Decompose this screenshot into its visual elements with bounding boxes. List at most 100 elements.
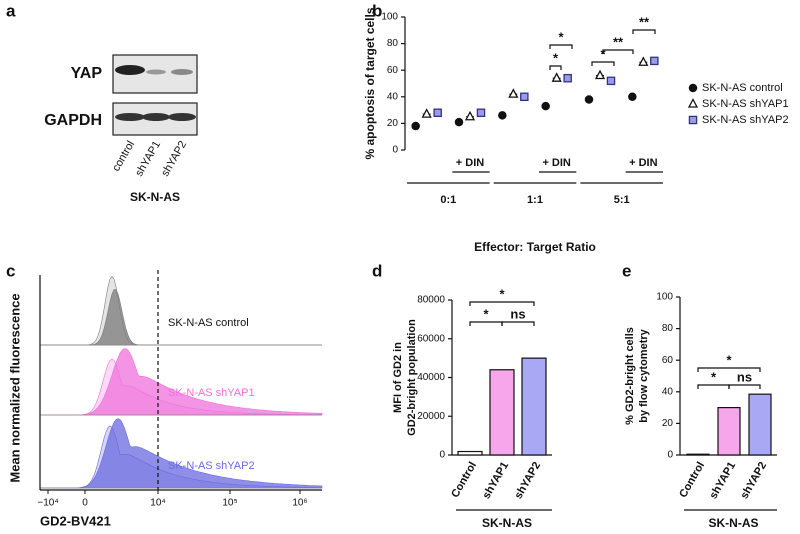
cell-line-label: SK-N-AS <box>130 190 180 204</box>
dot <box>454 117 464 127</box>
y-tick-label: 60 <box>662 355 674 366</box>
x-tick-label: + DIN <box>542 157 570 169</box>
y-tick-label: 80 <box>662 323 674 334</box>
dot <box>541 101 550 111</box>
dot <box>508 88 519 98</box>
legend-label: SK-N-AS shYAP2 <box>702 114 789 126</box>
significance-bracket <box>549 44 573 49</box>
group-label: 5:1 <box>614 194 630 206</box>
blot-row-label: YAP <box>71 65 103 82</box>
significance-label: ** <box>613 34 624 49</box>
y-tick-label: 20000 <box>417 411 445 422</box>
x-axis-label: Effector: Target Ratio <box>474 240 596 254</box>
x-tick-label: shYAP1 <box>707 460 738 501</box>
panel-letter: b <box>372 1 382 20</box>
x-tick-label: Control <box>449 460 479 500</box>
lane-label: shYAP2 <box>159 139 189 179</box>
density-curve <box>40 348 323 416</box>
x-tick-label: + DIN <box>629 157 657 169</box>
density-curve <box>40 275 322 346</box>
y-axis-label: Mean normalized fluorescence <box>7 293 22 482</box>
y-tick-label: 60000 <box>417 333 445 344</box>
dot <box>584 95 594 104</box>
dot <box>628 92 637 102</box>
dot <box>433 108 442 118</box>
significance-bracket <box>469 321 503 326</box>
lane-label: control <box>110 139 137 174</box>
blot: YAP GAPDH control shYAP1 shYAP2 SK-N-AS <box>44 54 198 204</box>
x-tick-label: shYAP2 <box>512 460 543 501</box>
significance-label: * <box>558 29 564 44</box>
y-tick-label: 40 <box>387 91 399 102</box>
dot <box>650 56 659 66</box>
y-tick-label: 20 <box>662 418 674 429</box>
band <box>115 65 145 75</box>
dot <box>464 110 476 121</box>
y-tick-label: 100 <box>656 292 673 303</box>
sample-label: SK-N-AS control <box>168 317 249 329</box>
y-tick-label: 60 <box>387 65 399 76</box>
x-axis-label: GD2-BV421 <box>40 513 111 528</box>
group-label: 0:1 <box>440 194 456 206</box>
dot <box>520 92 529 102</box>
y-tick-label: 20 <box>387 118 399 129</box>
x-axis-label: SK-N-AS <box>709 516 759 530</box>
dot <box>688 83 698 93</box>
group-label: 1:1 <box>527 194 543 206</box>
legend-label: SK-N-AS control <box>702 82 783 94</box>
panel-letter: a <box>6 1 16 20</box>
dot <box>563 73 572 83</box>
y-tick-label: 0 <box>439 450 445 461</box>
significance-bracket <box>501 321 535 326</box>
y-axis-label: MFI of GD2 in <box>392 342 404 413</box>
significance-label: * <box>711 369 717 384</box>
blot-row-label: GAPDH <box>44 112 102 129</box>
flow-histogram: Mean normalized fluorescence GD2-BV421 S… <box>7 270 323 528</box>
y-tick-label: 0 <box>667 450 673 461</box>
band <box>146 69 166 75</box>
x-tick-label: 10⁴ <box>150 498 165 509</box>
dot <box>476 108 486 118</box>
y-axis-label: % apoptosis of target cells <box>363 7 377 159</box>
significance-bracket <box>632 29 656 34</box>
density-curve <box>40 418 323 489</box>
dot <box>421 108 432 118</box>
significance-bracket <box>728 384 761 389</box>
x-tick-label: shYAP1 <box>480 460 511 501</box>
x-axis-label: SK-N-AS <box>482 516 532 530</box>
significance-bracket <box>697 384 730 389</box>
y-tick-label: 100 <box>381 12 398 23</box>
y-tick-label: 40 <box>662 386 674 397</box>
x-tick-label: + DIN <box>456 157 484 169</box>
dot <box>498 111 507 120</box>
bar <box>748 393 772 456</box>
panel-letter: d <box>372 261 382 280</box>
significance-label: * <box>483 306 489 321</box>
bar <box>686 453 710 456</box>
band <box>168 113 196 121</box>
x-tick-label: 0 <box>82 498 88 509</box>
dot <box>606 76 616 86</box>
bar <box>457 450 483 456</box>
significance-bracket <box>549 65 562 70</box>
significance-bracket <box>697 367 761 372</box>
panel-letter: c <box>6 261 15 280</box>
dot <box>687 98 699 108</box>
x-tick-label: 10⁶ <box>292 498 307 509</box>
dot <box>411 121 420 131</box>
dot <box>688 115 698 125</box>
sample-label: SK-N-AS shYAP2 <box>168 460 255 472</box>
bar <box>521 357 547 456</box>
bar <box>717 407 741 456</box>
dot <box>551 72 562 82</box>
significance-label: ns <box>737 369 752 384</box>
significance-label: * <box>553 50 559 65</box>
x-tick-label: 10⁵ <box>222 498 237 509</box>
y-tick-label: 40000 <box>417 372 445 383</box>
band <box>142 113 170 121</box>
x-tick-label: Control <box>677 460 707 500</box>
significance-bracket <box>469 301 535 306</box>
significance-bracket <box>591 61 615 66</box>
dot <box>638 56 649 66</box>
